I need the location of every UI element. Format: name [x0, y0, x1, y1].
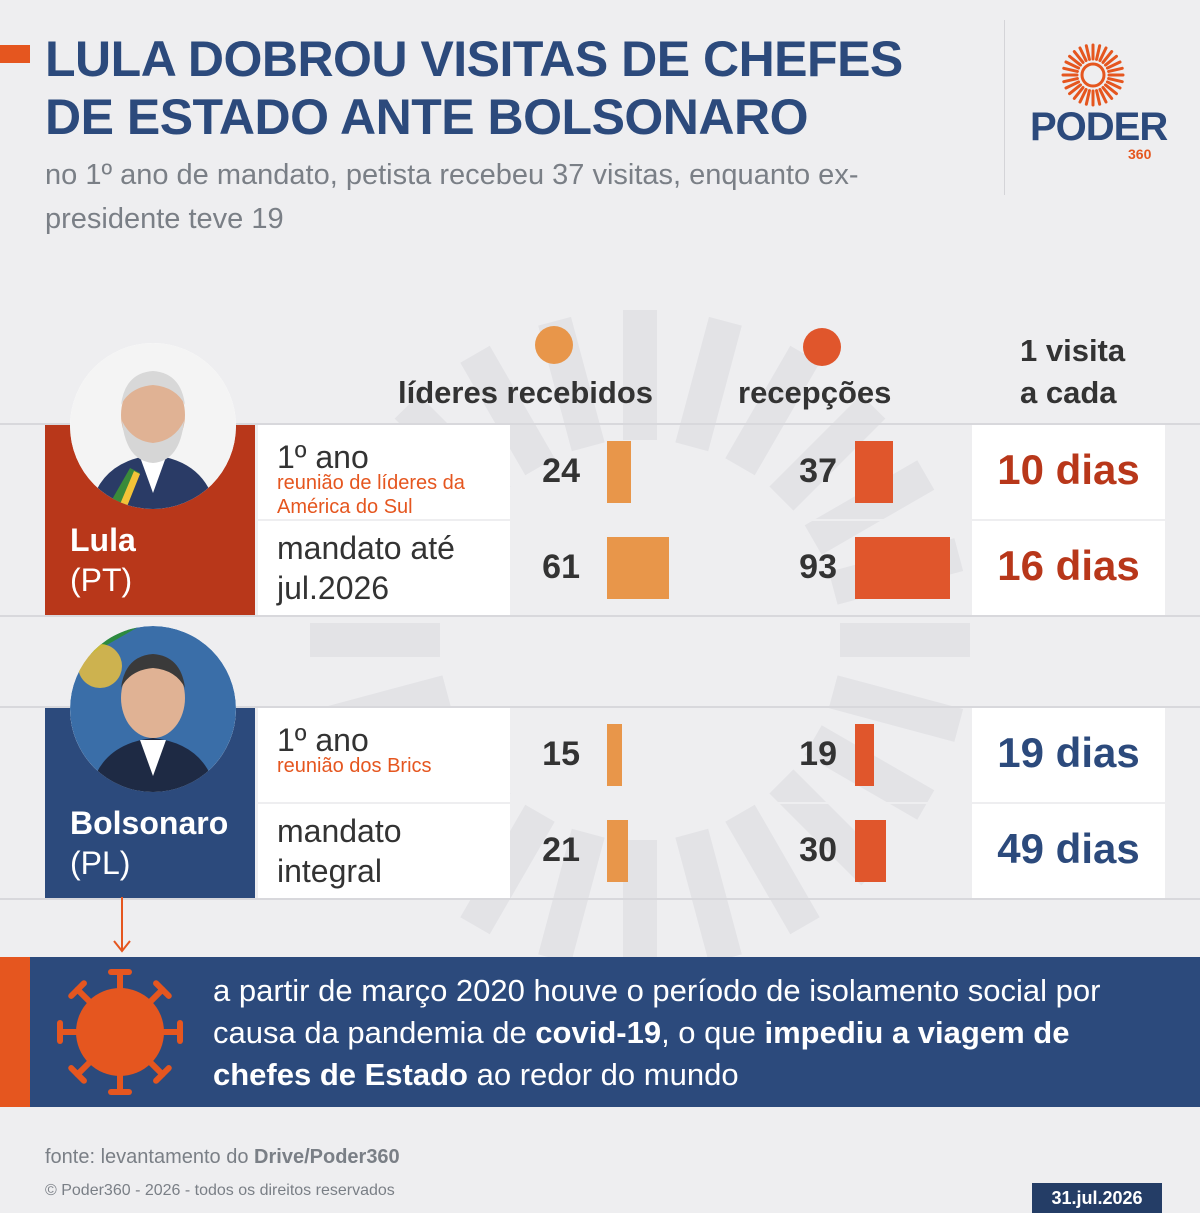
logo-wordmark: PODER — [1030, 105, 1168, 149]
leaders-value-label: 15 — [542, 735, 580, 773]
period-separator — [258, 519, 1165, 521]
row-border-top — [0, 423, 1200, 425]
period-cell — [258, 804, 510, 898]
virus-icon — [57, 969, 183, 1095]
title-accent-bar — [0, 45, 30, 63]
receptions-value-label: 93 — [799, 548, 837, 586]
page-subtitle: no 1º ano de mandato, petista recebeu 37… — [45, 159, 859, 235]
interval-value: 16 dias — [997, 542, 1140, 589]
page-title: LULA DOBROU VISITAS DE CHEFES DE ESTADO … — [45, 31, 903, 145]
leaders-bar — [607, 537, 669, 599]
row-border-bottom — [0, 615, 1200, 617]
interval-value: 10 dias — [997, 446, 1140, 493]
interval-value: 49 dias — [997, 825, 1140, 872]
president-photo-avatar — [70, 626, 236, 792]
down-arrow-icon — [113, 897, 131, 953]
period-note: reunião dos Brics — [277, 755, 432, 777]
receptions-column-header: recepções — [738, 375, 892, 410]
period-label: 1º ano — [277, 439, 369, 475]
receptions-bar — [855, 441, 893, 503]
president-photo-image — [70, 343, 236, 509]
period-label: mandato integral — [277, 813, 402, 889]
period-label: mandato até jul.2026 — [277, 530, 455, 606]
president-photo-avatar — [70, 343, 236, 509]
leaders-value-label: 61 — [542, 548, 580, 586]
receptions-value-label: 19 — [799, 735, 837, 773]
president-party: (PT) — [70, 562, 133, 598]
leaders-bar — [607, 724, 622, 786]
period-cell — [258, 521, 510, 615]
poder360-sun-icon — [1061, 43, 1125, 107]
leaders-bar — [607, 441, 631, 503]
covid-note-text: a partir de março 2020 houve o período d… — [213, 973, 1101, 1092]
leaders-column-header: líderes recebidos — [398, 375, 654, 410]
source-note: fonte: levantamento do Drive/Poder360 — [45, 1146, 400, 1168]
receptions-bar — [855, 820, 886, 882]
logo-number: 360 — [1128, 146, 1152, 162]
period-cell — [258, 425, 510, 519]
president-photo-image — [70, 626, 236, 792]
interval-cell — [972, 708, 1165, 802]
period-note: reunião de líderes da América do Sul — [277, 472, 465, 518]
interval-cell — [972, 521, 1165, 615]
interval-value: 19 dias — [997, 729, 1140, 776]
period-separator — [258, 802, 1165, 804]
receptions-bar — [855, 537, 950, 599]
covid-note-box — [30, 957, 1200, 1107]
row-border-bottom — [0, 898, 1200, 900]
interval-cell — [972, 804, 1165, 898]
receptions-value-label: 37 — [799, 452, 837, 490]
header-divider — [1004, 20, 1005, 195]
leaders-bar — [607, 820, 628, 882]
leaders-value-label: 21 — [542, 831, 580, 869]
period-label: 1º ano — [277, 722, 369, 758]
president-party: (PL) — [70, 845, 131, 881]
interval-column-header: 1 visita a cada — [1020, 333, 1126, 410]
receptions-legend-dot — [803, 328, 841, 366]
date-badge: 31.jul.2026 — [1032, 1183, 1162, 1213]
copyright-note: © Poder360 - 2026 - todos os direitos re… — [45, 1182, 395, 1199]
leaders-legend-dot — [535, 326, 573, 364]
period-cell — [258, 708, 510, 802]
president-name: Bolsonaro — [70, 805, 229, 841]
interval-cell — [972, 425, 1165, 519]
president-name: Lula — [70, 522, 136, 558]
leaders-value-label: 24 — [542, 452, 580, 490]
row-border-top — [0, 706, 1200, 708]
receptions-value-label: 30 — [799, 831, 837, 869]
receptions-bar — [855, 724, 874, 786]
covid-accent-bar — [0, 957, 30, 1107]
